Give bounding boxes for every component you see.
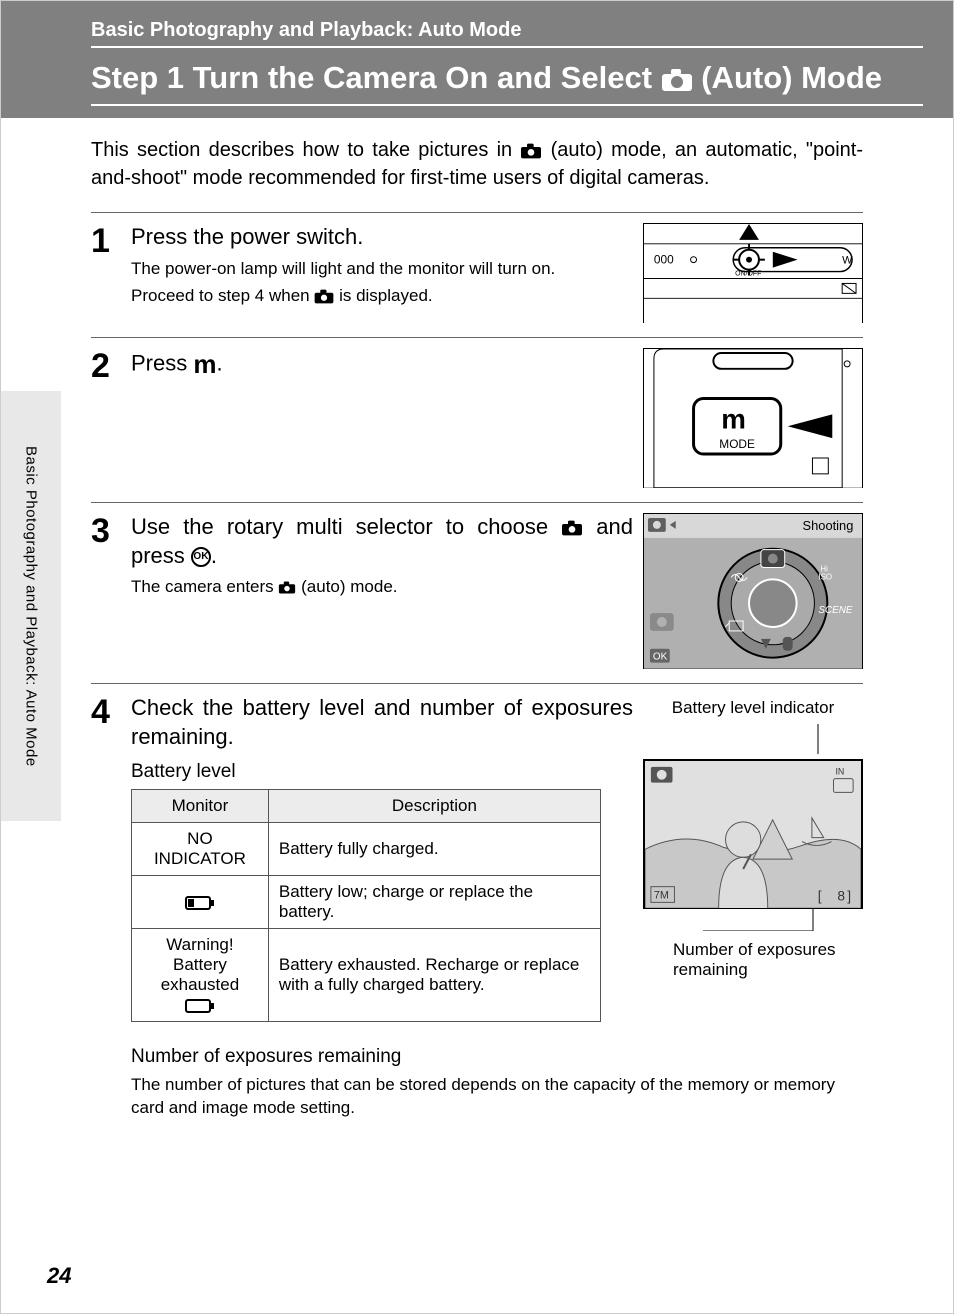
- title-prefix: Step 1 Turn the Camera On and Select: [91, 60, 661, 95]
- camera-icon: [661, 68, 693, 92]
- exposures-subheading: Number of exposures remaining: [131, 1046, 863, 1068]
- fig-text: 000: [654, 253, 674, 267]
- fig-7m-text: 7M: [654, 889, 669, 901]
- fig-text: W: [842, 255, 853, 267]
- figure-monitor-display: IN 7M [ 8 ]: [643, 759, 863, 909]
- warning-line2: Battery exhausted: [142, 955, 258, 995]
- battery-level-subheading: Battery level: [131, 761, 633, 783]
- pointer-line: [643, 724, 863, 754]
- step-number: 3: [91, 513, 131, 669]
- figure-mode-button: m MODE: [643, 348, 863, 488]
- step-text: Proceed to step 4 when is displayed.: [131, 285, 633, 308]
- step-text: The power-on lamp will light and the mon…: [131, 258, 633, 281]
- step-1: 1 Press the power switch. The power-on l…: [91, 213, 863, 338]
- fig-ok-text: OK: [653, 652, 668, 663]
- text-b: (auto) mode.: [296, 577, 397, 596]
- table-row: NO INDICATOR Battery fully charged.: [132, 823, 601, 876]
- step-body: Use the rotary multi selector to choose …: [131, 513, 643, 669]
- page-number: 24: [47, 1263, 71, 1289]
- table-row: Warning! Battery exhausted Battery exhau…: [132, 929, 601, 1022]
- camera-icon: [314, 289, 334, 304]
- warning-line1: Warning!: [142, 935, 258, 955]
- step-heading: Check the battery level and number of ex…: [131, 694, 633, 751]
- ok-icon: OK: [191, 547, 211, 567]
- pointer-line-bottom: [643, 909, 863, 931]
- rotary-selector-illustration: Shooting Hi ISO SCENE: [644, 514, 862, 669]
- figure-power-switch: 000 W ON/OFF: [643, 223, 863, 323]
- exposures-text: The number of pictures that can be store…: [131, 1074, 863, 1120]
- heading-c: .: [211, 543, 217, 568]
- svg-text:[: [: [818, 888, 822, 903]
- figure-rotary-selector: Shooting Hi ISO SCENE: [643, 513, 863, 669]
- step-body: Check the battery level and number of ex…: [131, 694, 643, 1022]
- text-a: The camera enters: [131, 577, 278, 596]
- cell-monitor: NO INDICATOR: [132, 823, 269, 876]
- m-icon: m: [193, 349, 216, 379]
- step-heading: Use the rotary multi selector to choose …: [131, 513, 633, 570]
- cell-description: Battery fully charged.: [268, 823, 600, 876]
- step-heading: Press m.: [131, 348, 633, 382]
- side-tab: Basic Photography and Playback: Auto Mod…: [1, 391, 61, 821]
- cell-description: Battery low; charge or replace the batte…: [268, 876, 600, 929]
- step-number: 2: [91, 348, 131, 488]
- fig-mode-text: MODE: [719, 437, 755, 451]
- step4-figure-column: Battery level indicator: [643, 694, 863, 1022]
- cell-monitor: Warning! Battery exhausted: [132, 929, 269, 1022]
- step-body: Press m.: [131, 348, 643, 488]
- content-area: This section describes how to take pictu…: [1, 118, 953, 1140]
- table-header-row: Monitor Description: [132, 790, 601, 823]
- col-monitor: Monitor: [132, 790, 269, 823]
- heading-a: Use the rotary multi selector to choose: [131, 514, 561, 539]
- cell-monitor: [132, 876, 269, 929]
- page-header-band: Basic Photography and Playback: Auto Mod…: [1, 1, 953, 118]
- exposures-section: Number of exposures remaining The number…: [91, 1046, 863, 1120]
- battery-empty-icon: [185, 998, 215, 1014]
- camera-icon: [278, 581, 296, 594]
- intro-paragraph: This section describes how to take pictu…: [91, 136, 863, 192]
- svg-text:]: ]: [847, 888, 851, 903]
- fig-8-text: 8: [837, 888, 845, 903]
- heading-a: Press: [131, 351, 193, 376]
- step-heading: Press the power switch.: [131, 223, 633, 252]
- fig-hiiso-text2: ISO: [818, 572, 832, 581]
- step-text-b: is displayed.: [334, 286, 432, 305]
- fig-m-text: m: [721, 403, 746, 434]
- title-suffix: (Auto) Mode: [693, 60, 882, 95]
- heading-b: .: [216, 351, 222, 376]
- fig-in-text: IN: [835, 767, 844, 777]
- battery-level-table: Monitor Description NO INDICATOR Battery…: [131, 789, 601, 1022]
- battery-low-icon: [185, 895, 215, 911]
- step-text-a: Proceed to step 4 when: [131, 286, 314, 305]
- step-body: Press the power switch. The power-on lam…: [131, 223, 643, 323]
- table-row: Battery low; charge or replace the batte…: [132, 876, 601, 929]
- step-number: 1: [91, 223, 131, 323]
- section-label: Basic Photography and Playback: Auto Mod…: [91, 19, 923, 48]
- intro-text-a: This section describes how to take pictu…: [91, 139, 520, 161]
- fig-shooting-text: Shooting: [803, 518, 854, 533]
- power-switch-illustration: 000 W ON/OFF: [644, 224, 862, 323]
- step-text: The camera enters (auto) mode.: [131, 576, 633, 599]
- step-2: 2 Press m. m MODE: [91, 338, 863, 503]
- step-number: 4: [91, 694, 131, 1022]
- step-4: 4 Check the battery level and number of …: [91, 684, 863, 1036]
- monitor-display-illustration: IN 7M [ 8 ]: [645, 761, 861, 908]
- side-tab-text: Basic Photography and Playback: Auto Mod…: [23, 446, 40, 767]
- camera-icon: [561, 520, 583, 536]
- cell-description: Battery exhausted. Recharge or replace w…: [268, 929, 600, 1022]
- page-title: Step 1 Turn the Camera On and Select (Au…: [91, 60, 923, 106]
- fig-scene-text: SCENE: [818, 605, 852, 616]
- manual-page: Basic Photography and Playback: Auto Mod…: [0, 0, 954, 1314]
- fig-text: ON/OFF: [735, 271, 761, 278]
- col-description: Description: [268, 790, 600, 823]
- battery-indicator-caption: Battery level indicator: [643, 698, 863, 718]
- camera-icon: [520, 143, 542, 159]
- step-3: 3 Use the rotary multi selector to choos…: [91, 503, 863, 684]
- mode-button-illustration: m MODE: [644, 349, 862, 488]
- exposures-remaining-caption: Number of exposures remaining: [643, 940, 863, 980]
